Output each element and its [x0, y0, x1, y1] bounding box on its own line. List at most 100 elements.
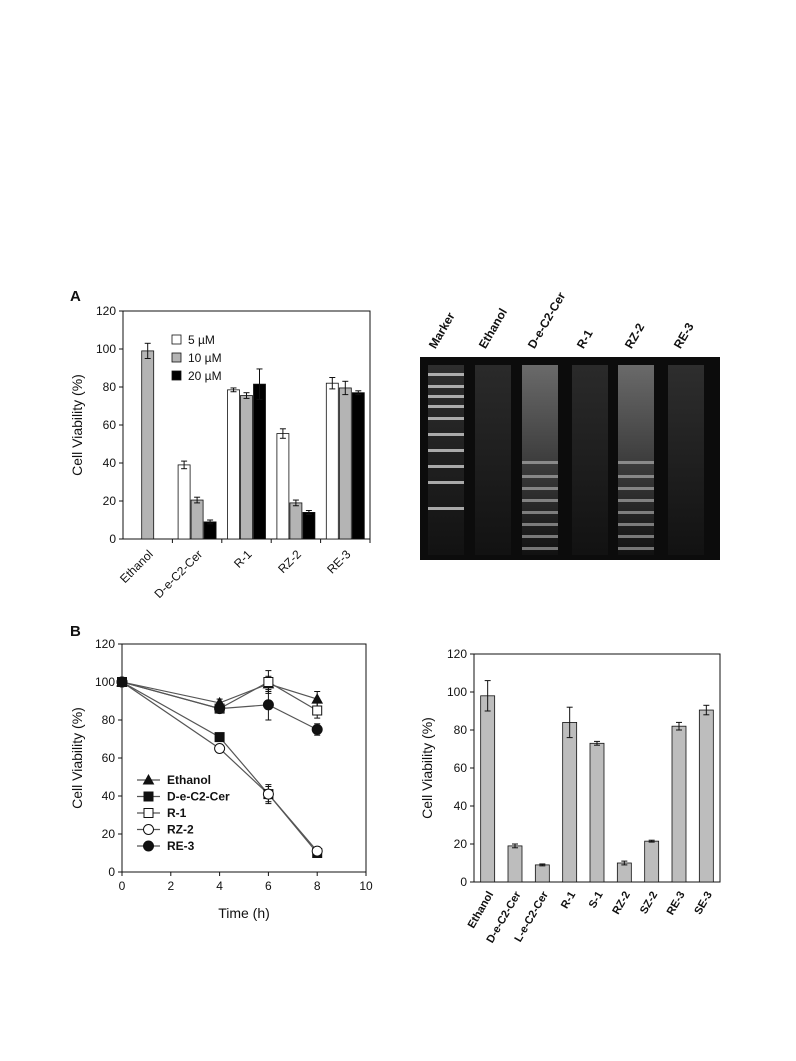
chart-b-xlabel: Time (h)	[218, 905, 270, 921]
chart-a-ytick-label: 40	[103, 456, 117, 470]
chart-a-ytick-label: 60	[103, 418, 117, 432]
chart-b-legend-marker	[142, 773, 155, 785]
chart-a-legend-label: 20 µM	[188, 369, 222, 383]
chart-b-point	[311, 845, 323, 857]
chart-c-bar	[644, 840, 660, 883]
chart-a-xtick-label: RE-3	[324, 547, 353, 576]
gel-band	[428, 465, 464, 468]
chart-b-point	[214, 703, 226, 715]
chart-b-legend-label: R-1	[167, 806, 187, 820]
chart-a-bar	[227, 389, 240, 540]
gel-band	[428, 481, 464, 484]
chart-a-bar	[338, 387, 352, 540]
gel-band	[428, 405, 464, 408]
chart-a-bar	[190, 499, 204, 540]
chart-c-bar	[562, 722, 578, 883]
gel-band	[618, 547, 654, 550]
chart-a-bar	[325, 382, 339, 540]
chart-c-xtick-label: RE-3	[665, 890, 688, 918]
chart-c-bar	[698, 709, 714, 883]
chart-c-bar	[616, 862, 632, 883]
chart-b-ytick-label: 40	[102, 789, 116, 803]
chart-b-point	[116, 676, 128, 688]
chart-b-legend-label: D-e-C2-Cer	[167, 790, 230, 804]
chart-c-ytick-label: 60	[454, 761, 468, 775]
gel-band	[618, 461, 654, 464]
chart-b-xtick-label: 0	[119, 879, 126, 893]
gel-band	[522, 511, 558, 514]
chart-b-series-line	[121, 681, 318, 704]
chart-b-series-line	[121, 681, 318, 854]
chart-b-legend-label: Ethanol	[167, 773, 211, 787]
chart-a-bar	[203, 521, 217, 540]
chart-a-bar	[177, 464, 191, 540]
chart-c-xtick-label: RZ-2	[610, 890, 633, 917]
gel-band	[522, 547, 558, 550]
chart-a-bar	[276, 433, 290, 540]
chart-c-xtick-label: SE-3	[692, 890, 715, 917]
chart-b-ytick-label: 0	[108, 865, 115, 879]
chart-b-point	[262, 788, 274, 800]
chart-a-bar	[289, 502, 303, 540]
chart-b-legend-marker	[143, 824, 154, 835]
chart-b-xtick-label: 6	[265, 879, 272, 893]
chart-b-series-line	[121, 681, 318, 852]
chart-c-xtick-label: Ethanol	[466, 890, 497, 931]
gel-band	[522, 523, 558, 526]
chart-c-bar	[671, 725, 687, 883]
chart-b-legend-marker	[143, 840, 154, 852]
gel-band	[618, 499, 654, 502]
gel-band	[522, 475, 558, 478]
gel-band	[428, 395, 464, 398]
chart-a-xtick-label: R-1	[231, 547, 255, 571]
chart-b-legend-label: RE-3	[167, 839, 195, 853]
gel-band	[618, 523, 654, 526]
chart-b-frame	[121, 643, 367, 873]
gel-band	[618, 535, 654, 538]
gel-band	[428, 417, 464, 420]
chart-c-ytick-label: 40	[454, 799, 468, 813]
chart-b-ytick-label: 120	[95, 637, 115, 651]
gel-band	[522, 461, 558, 464]
chart-b-point	[262, 699, 274, 711]
chart-c-ytick-label: 100	[447, 685, 467, 699]
chart-b-point	[214, 743, 226, 754]
dna-fragmentation-gel	[420, 357, 720, 560]
gel-lane	[572, 365, 608, 555]
gel-band	[522, 535, 558, 538]
chart-b-point	[312, 705, 323, 716]
chart-a-xtick-label: RZ-2	[275, 547, 304, 576]
chart-b-ytick-label: 80	[102, 713, 116, 727]
chart-a-ytick-label: 20	[103, 494, 117, 508]
chart-c-xtick-label: SZ-2	[638, 890, 660, 917]
panel-label-a: A	[70, 288, 81, 305]
gel-lane	[475, 365, 511, 555]
gel-lane	[428, 365, 464, 555]
gel-band	[428, 385, 464, 388]
gel-lane	[668, 365, 704, 555]
chart-c-ylabel: Cell Viability (%)	[419, 717, 435, 819]
chart-b-point	[311, 724, 323, 735]
chart-b-legend-label: RZ-2	[167, 823, 194, 837]
panel-label-b: B	[70, 623, 81, 640]
chart-a-ytick-label: 100	[96, 342, 116, 356]
chart-b-xtick-label: 4	[216, 879, 223, 893]
gel-lane	[618, 365, 654, 555]
gel-lane	[522, 365, 558, 555]
gel-band	[618, 487, 654, 490]
chart-a-legend-label: 5 µM	[188, 333, 215, 347]
chart-a-ytick-label: 120	[96, 304, 116, 318]
gel-band	[428, 449, 464, 452]
chart-a-bar	[253, 383, 266, 540]
chart-b-point	[311, 693, 324, 704]
chart-a-legend-swatch	[171, 370, 182, 381]
chart-c-xtick-label: S-1	[587, 890, 606, 911]
chart-b-xtick-label: 10	[359, 879, 373, 893]
gel-band	[618, 475, 654, 478]
chart-c-ytick-label: 0	[460, 875, 467, 889]
chart-c-ytick-label: 20	[454, 837, 468, 851]
gel-band	[428, 373, 464, 376]
chart-b-series-line	[121, 681, 318, 731]
chart-a-ylabel: Cell Viability (%)	[69, 374, 85, 476]
